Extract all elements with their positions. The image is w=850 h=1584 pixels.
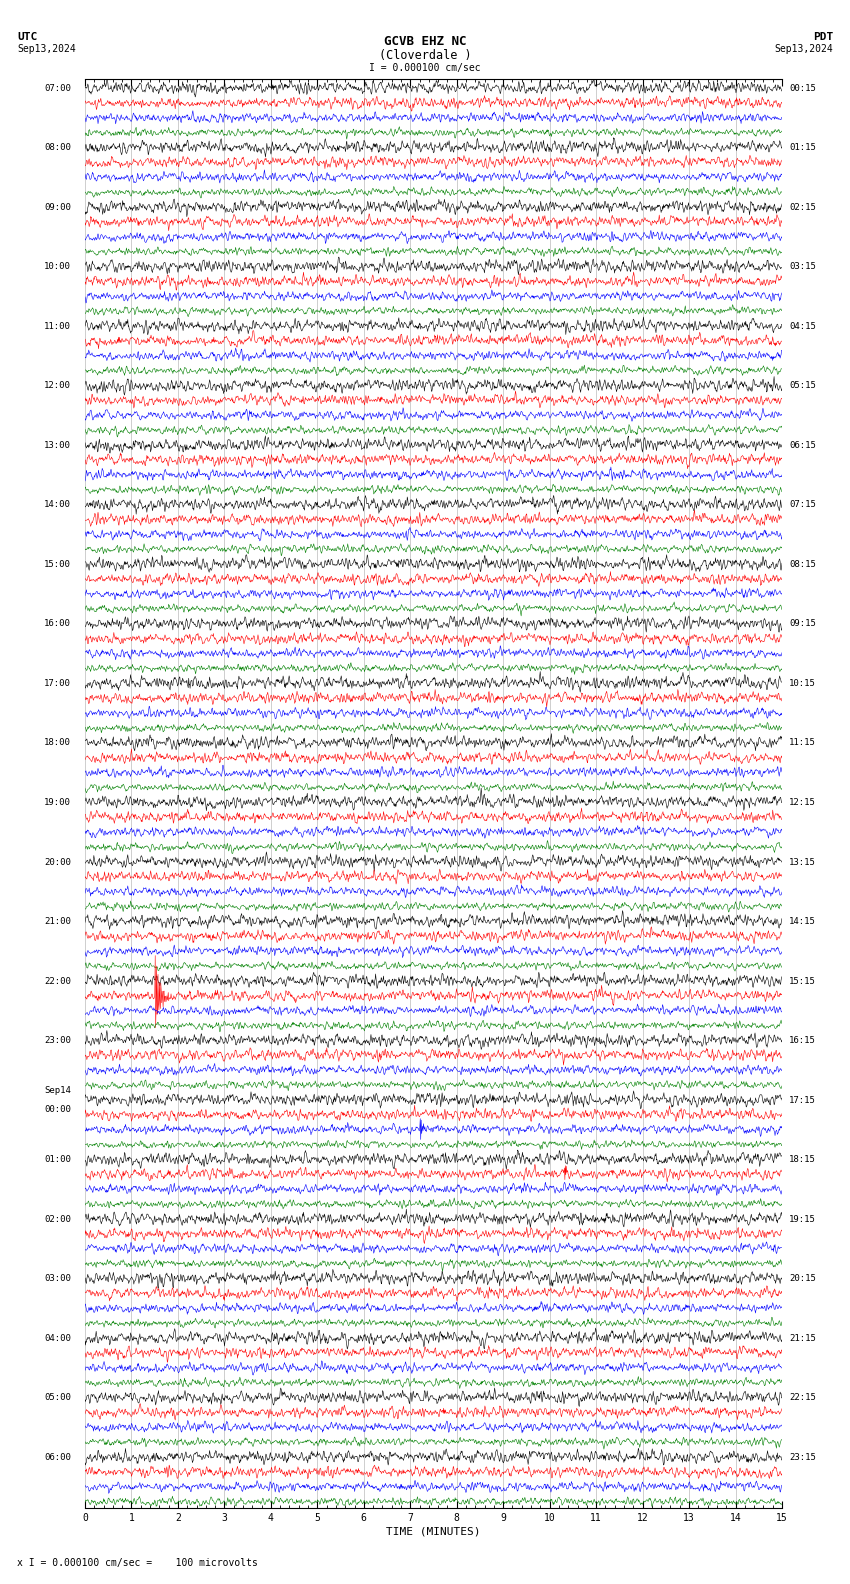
Text: 02:00: 02:00: [44, 1215, 71, 1224]
Text: 13:15: 13:15: [789, 857, 816, 866]
Text: 03:00: 03:00: [44, 1274, 71, 1283]
Text: Sep14: Sep14: [44, 1087, 71, 1096]
Text: 06:00: 06:00: [44, 1453, 71, 1462]
Text: 03:15: 03:15: [789, 263, 816, 271]
Text: 10:15: 10:15: [789, 680, 816, 687]
Text: 08:00: 08:00: [44, 143, 71, 152]
Text: 00:00: 00:00: [44, 1106, 71, 1114]
Text: 19:00: 19:00: [44, 798, 71, 806]
Text: 15:00: 15:00: [44, 559, 71, 569]
Text: 16:15: 16:15: [789, 1036, 816, 1045]
Text: 09:15: 09:15: [789, 619, 816, 629]
Text: 08:15: 08:15: [789, 559, 816, 569]
Text: 22:00: 22:00: [44, 977, 71, 985]
Text: 20:15: 20:15: [789, 1274, 816, 1283]
Text: 02:15: 02:15: [789, 203, 816, 212]
Text: I = 0.000100 cm/sec: I = 0.000100 cm/sec: [369, 63, 481, 73]
Text: 04:00: 04:00: [44, 1334, 71, 1343]
Text: 01:00: 01:00: [44, 1155, 71, 1164]
Text: 21:15: 21:15: [789, 1334, 816, 1343]
X-axis label: TIME (MINUTES): TIME (MINUTES): [386, 1527, 481, 1536]
Text: 07:15: 07:15: [789, 501, 816, 510]
Text: 21:00: 21:00: [44, 917, 71, 927]
Text: 12:15: 12:15: [789, 798, 816, 806]
Text: 05:15: 05:15: [789, 382, 816, 390]
Text: Sep13,2024: Sep13,2024: [774, 44, 833, 54]
Text: 15:15: 15:15: [789, 977, 816, 985]
Text: 23:00: 23:00: [44, 1036, 71, 1045]
Text: 06:15: 06:15: [789, 440, 816, 450]
Text: 20:00: 20:00: [44, 857, 71, 866]
Text: UTC: UTC: [17, 32, 37, 41]
Text: 23:15: 23:15: [789, 1453, 816, 1462]
Text: 04:15: 04:15: [789, 322, 816, 331]
Text: 11:15: 11:15: [789, 738, 816, 748]
Text: 17:00: 17:00: [44, 680, 71, 687]
Text: Sep13,2024: Sep13,2024: [17, 44, 76, 54]
Text: PDT: PDT: [813, 32, 833, 41]
Text: 18:15: 18:15: [789, 1155, 816, 1164]
Text: GCVB EHZ NC: GCVB EHZ NC: [383, 35, 467, 48]
Text: x I = 0.000100 cm/sec =    100 microvolts: x I = 0.000100 cm/sec = 100 microvolts: [17, 1559, 258, 1568]
Text: 10:00: 10:00: [44, 263, 71, 271]
Text: 17:15: 17:15: [789, 1096, 816, 1104]
Text: 07:00: 07:00: [44, 84, 71, 92]
Text: 09:00: 09:00: [44, 203, 71, 212]
Text: 16:00: 16:00: [44, 619, 71, 629]
Text: 18:00: 18:00: [44, 738, 71, 748]
Text: 14:15: 14:15: [789, 917, 816, 927]
Text: 00:15: 00:15: [789, 84, 816, 92]
Text: 11:00: 11:00: [44, 322, 71, 331]
Text: 13:00: 13:00: [44, 440, 71, 450]
Text: 14:00: 14:00: [44, 501, 71, 510]
Text: (Cloverdale ): (Cloverdale ): [379, 49, 471, 62]
Text: 01:15: 01:15: [789, 143, 816, 152]
Text: 05:00: 05:00: [44, 1394, 71, 1402]
Text: 22:15: 22:15: [789, 1394, 816, 1402]
Text: 12:00: 12:00: [44, 382, 71, 390]
Text: 19:15: 19:15: [789, 1215, 816, 1224]
